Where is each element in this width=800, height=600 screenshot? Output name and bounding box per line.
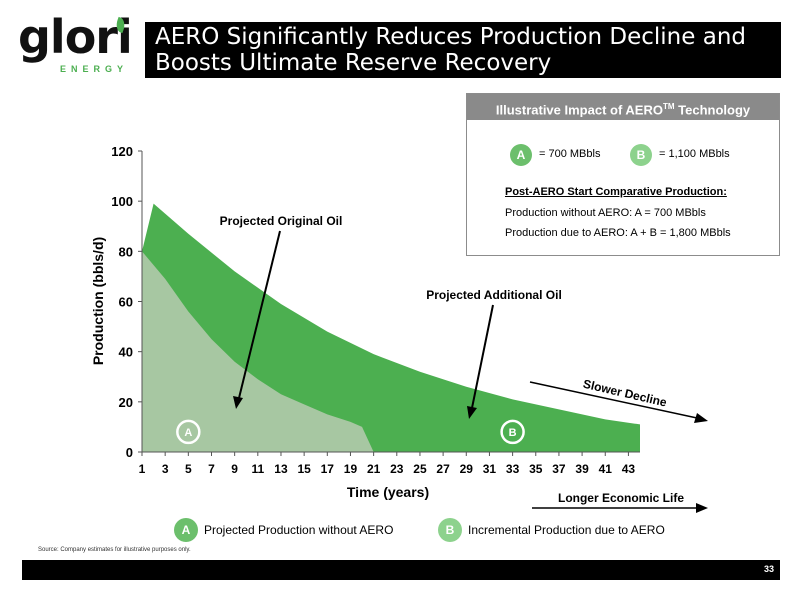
x-tick-label: 11 (251, 462, 264, 476)
area-label-b: B (509, 427, 517, 439)
badge-a: A (510, 144, 532, 166)
annotation-slower-decline: Slower Decline (582, 377, 669, 410)
y-tick-label: 60 (119, 295, 133, 310)
logo-subtitle: ENERGY (60, 64, 129, 74)
y-tick-label: 40 (119, 345, 133, 360)
x-tick-label: 9 (231, 462, 238, 476)
badge-b: B (630, 144, 652, 166)
info-box-header: Illustrative Impact of AEROTM Technology (467, 94, 779, 120)
comparison-line-2: Production due to AERO: A + B = 1,800 MB… (505, 227, 731, 239)
arrow-slower-decline (529, 381, 698, 419)
value-a: = 700 MBbls (539, 148, 601, 160)
x-tick-label: 41 (599, 462, 613, 476)
legend-badge-a: A (174, 518, 198, 542)
comparison-line-1: Production without AERO: A = 700 MBbls (505, 207, 706, 219)
x-tick-label: 33 (506, 462, 520, 476)
company-logo: glori ENERGY (18, 10, 138, 78)
x-tick-label: 7 (208, 462, 215, 476)
area-label-a-circle: A (176, 419, 201, 445)
x-tick-label: 1 (139, 462, 146, 476)
x-tick-label: 5 (185, 462, 192, 476)
logo-wordmark: glori (18, 10, 133, 64)
arrowhead-slower-decline (694, 413, 708, 423)
x-tick-label: 13 (274, 462, 288, 476)
legend-badge-b: B (438, 518, 462, 542)
x-tick-label: 23 (390, 462, 404, 476)
arrowhead-original-oil (233, 396, 243, 409)
annotation-longer-life: Longer Economic Life (558, 491, 684, 505)
x-tick-label: 37 (552, 462, 566, 476)
title-bar: AERO Significantly Reduces Production De… (145, 22, 781, 78)
original-oil-area (142, 251, 374, 452)
x-tick-label: 3 (162, 462, 169, 476)
x-tick-label: 21 (367, 462, 381, 476)
info-header-text: Illustrative Impact of AERO (495, 102, 663, 118)
x-tick-label: 31 (483, 462, 497, 476)
y-axis-ticks: 0 20 40 60 80 100 120 (111, 144, 142, 460)
arrow-original-oil (238, 230, 281, 399)
area-label-a: A (184, 427, 192, 439)
page-number: 33 (763, 564, 774, 574)
y-tick-label: 0 (126, 445, 133, 460)
x-tick-label: 39 (575, 462, 589, 476)
y-tick-label: 120 (111, 144, 133, 159)
y-tick-label: 20 (119, 395, 133, 410)
slide-title: AERO Significantly Reduces Production De… (155, 24, 746, 76)
x-tick-label: 35 (529, 462, 543, 476)
x-tick-label: 17 (321, 462, 335, 476)
arrowhead-longer-life (696, 503, 708, 513)
y-axis-title: Production (bbls/d) (90, 237, 106, 365)
x-axis-ticks: 1 3 5 7 9 11 13 15 17 19 21 23 25 27 29 31 33 35 37 39 41 43 (139, 452, 636, 476)
arrowhead-additional-oil (467, 406, 477, 419)
x-tick-label: 15 (297, 462, 311, 476)
arrow-additional-oil (471, 304, 494, 409)
info-box: Illustrative Impact of AEROTM Technology… (466, 93, 780, 256)
trademark-sup: TM (662, 102, 675, 111)
info-header-suffix: Technology (674, 102, 751, 118)
legend-label-b: Incremental Production due to AERO (468, 523, 665, 537)
y-tick-label: 80 (119, 244, 133, 259)
x-axis-title: Time (years) (347, 484, 429, 500)
area-label-b-circle: B (500, 419, 525, 445)
annotation-additional-oil: Projected Additional Oil (426, 288, 562, 302)
x-tick-label: 25 (413, 462, 427, 476)
x-tick-label: 27 (436, 462, 450, 476)
x-tick-label: 43 (622, 462, 636, 476)
source-note: Source: Company estimates for illustrati… (38, 547, 191, 553)
legend-label-a: Projected Production without AERO (204, 523, 394, 537)
x-tick-label: 29 (460, 462, 474, 476)
comparison-heading: Post-AERO Start Comparative Production: (505, 186, 727, 198)
y-tick-label: 100 (111, 194, 133, 209)
x-tick-label: 19 (344, 462, 358, 476)
value-b: = 1,100 MBbls (659, 148, 730, 160)
footer-bar: 33 (22, 560, 780, 580)
annotation-original-oil: Projected Original Oil (220, 214, 343, 228)
